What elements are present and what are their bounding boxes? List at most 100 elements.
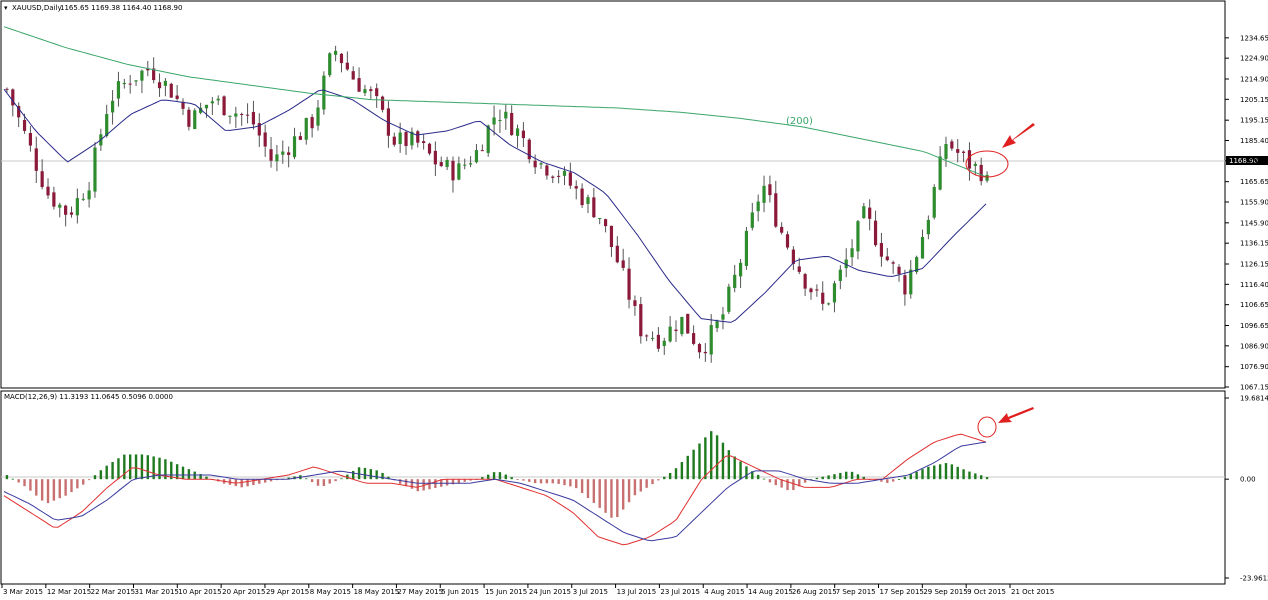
ma-fast-line bbox=[3, 88, 987, 323]
candle-body bbox=[703, 351, 707, 354]
candle-body bbox=[87, 190, 91, 200]
candle-body bbox=[439, 162, 443, 167]
macd-bar bbox=[181, 466, 185, 480]
candle-body bbox=[738, 262, 743, 277]
macd-bar bbox=[663, 476, 666, 480]
macd-bar bbox=[498, 472, 502, 480]
macd-bar bbox=[586, 479, 590, 498]
candle-body bbox=[598, 217, 602, 219]
candle-body bbox=[140, 70, 144, 81]
price-tick-label: 1224.90 bbox=[1240, 55, 1268, 63]
macd-bar bbox=[117, 458, 120, 480]
macd-bar bbox=[557, 479, 560, 484]
candle-body bbox=[210, 101, 214, 104]
macd-bar bbox=[563, 479, 566, 486]
candle-body bbox=[480, 150, 484, 152]
macd-bar bbox=[833, 474, 836, 480]
macd-bar bbox=[93, 475, 97, 480]
price-tick-label: 1067.15 bbox=[1240, 384, 1268, 392]
macd-bar bbox=[592, 479, 596, 503]
macd-bar bbox=[64, 479, 67, 496]
candle-body bbox=[463, 164, 467, 166]
price-tick-label: 1086.90 bbox=[1240, 342, 1268, 350]
candle-body bbox=[433, 150, 437, 165]
chart-dropdown-icon[interactable]: ▾ bbox=[4, 4, 8, 12]
macd-bar bbox=[739, 461, 742, 480]
candle-body bbox=[615, 245, 619, 263]
candle-body bbox=[181, 101, 185, 109]
candle-body bbox=[674, 329, 678, 332]
candle-body bbox=[204, 104, 209, 109]
macd-bar bbox=[146, 455, 149, 480]
macd-bar bbox=[305, 478, 308, 480]
macd-bar bbox=[809, 479, 813, 480]
macd-bar bbox=[111, 461, 114, 480]
macd-bar bbox=[627, 479, 631, 503]
time-tick-label: 3 Mar 2015 bbox=[3, 588, 43, 596]
macd-bar bbox=[692, 449, 695, 480]
price-tick-label: 1205.15 bbox=[1240, 96, 1268, 104]
candle-body bbox=[64, 205, 68, 215]
candles bbox=[5, 45, 989, 363]
macd-bar bbox=[369, 469, 373, 480]
candle-body bbox=[81, 198, 85, 200]
price-pane-frame bbox=[0, 0, 1226, 389]
macd-bar bbox=[745, 466, 748, 480]
macd-bar bbox=[645, 479, 648, 488]
macd-bar bbox=[516, 479, 519, 480]
macd-bar bbox=[815, 477, 819, 480]
macd-bar bbox=[510, 477, 513, 480]
candle-body bbox=[351, 71, 355, 80]
macd-bar bbox=[839, 472, 842, 480]
candle-body bbox=[322, 75, 326, 110]
candle-body bbox=[416, 131, 420, 143]
candle-body bbox=[228, 115, 232, 117]
candle-body bbox=[169, 83, 173, 98]
macd-bar bbox=[551, 479, 554, 484]
macd-bar bbox=[985, 477, 989, 480]
macd-bar bbox=[316, 479, 320, 486]
macd-bar bbox=[639, 479, 642, 492]
macd-bar bbox=[134, 454, 138, 480]
moving-averages bbox=[3, 26, 987, 323]
time-tick-label: 13 Jul 2015 bbox=[617, 588, 657, 596]
macd-highlight-circle bbox=[977, 416, 997, 438]
macd-bar bbox=[533, 479, 537, 484]
macd-bar bbox=[979, 475, 983, 480]
time-tick-label: 31 Mar 2015 bbox=[134, 588, 178, 596]
candle-body bbox=[574, 186, 578, 189]
macd-bar bbox=[657, 479, 660, 481]
macd-bar bbox=[786, 479, 789, 491]
candle-body bbox=[762, 185, 766, 203]
candle-body bbox=[40, 171, 44, 188]
time-tick-label: 24 Jun 2015 bbox=[529, 588, 571, 596]
macd-bar bbox=[921, 469, 924, 480]
candle-body bbox=[862, 206, 866, 219]
macd-bar bbox=[58, 479, 61, 499]
candle-body bbox=[692, 333, 696, 344]
candle-body bbox=[920, 236, 925, 259]
macd-bar bbox=[845, 471, 848, 480]
price-tick-label: 1165.65 bbox=[1240, 178, 1268, 186]
candle-body bbox=[938, 156, 942, 190]
candle-body bbox=[269, 149, 273, 161]
macd-bar bbox=[962, 469, 965, 480]
candle-body bbox=[603, 219, 608, 227]
macd-bar bbox=[410, 479, 414, 489]
macd-bar bbox=[915, 471, 918, 480]
candle-body bbox=[721, 314, 725, 320]
candle-body bbox=[146, 68, 150, 71]
macd-bar bbox=[956, 466, 959, 480]
macd-bar bbox=[492, 472, 496, 480]
time-axis: 3 Mar 2015 12 Mar 2015 22 Mar 2015 31 Mar 2… bbox=[1, 584, 1054, 596]
time-tick-label: 12 Mar 2015 bbox=[47, 588, 91, 596]
candle-body bbox=[879, 243, 884, 257]
candle-body bbox=[821, 292, 825, 304]
macd-bar bbox=[798, 479, 801, 487]
candle-body bbox=[275, 154, 279, 162]
macd-bar bbox=[856, 474, 860, 480]
macd-bar bbox=[381, 472, 384, 480]
macd-bar bbox=[23, 479, 26, 487]
